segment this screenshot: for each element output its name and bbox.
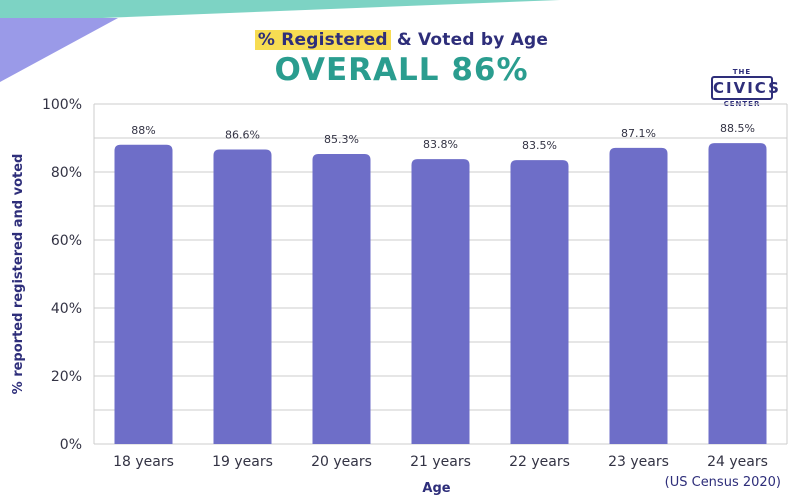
title-rest: & Voted by Age [390, 30, 549, 50]
data-label: 88% [131, 124, 155, 137]
bar-22-years [510, 160, 569, 444]
bar-23-years [609, 147, 668, 445]
data-label: 88.5% [720, 122, 755, 135]
y-tick-label: 100% [42, 97, 82, 113]
x-tick-label: 21 years [410, 454, 471, 470]
bar-24-years [708, 143, 767, 444]
labels-group: 0% 20% 40% 60% 80% 100% 88% 18 years 86.6% 19 yea… [42, 97, 768, 470]
logo-main-text: CIVICS [711, 76, 779, 100]
x-tick-label: 18 years [113, 454, 174, 470]
y-tick-label: 20% [51, 369, 82, 385]
data-label: 85.3% [324, 133, 359, 146]
data-label: 83.5% [522, 139, 557, 152]
y-tick-label: 60% [51, 233, 82, 249]
y-tick-label: 80% [51, 165, 82, 181]
source-note: (US Census 2020) [664, 475, 781, 490]
purple-triangle-shape [0, 18, 118, 82]
chart-title: % Registered & Voted by Age [0, 30, 803, 50]
x-tick-label: 24 years [707, 454, 768, 470]
x-tick-label: 19 years [212, 454, 273, 470]
y-tick-label: 40% [51, 301, 82, 317]
title-highlight: % Registered [254, 30, 391, 50]
chart-subtitle: OVERALL 86% [274, 52, 529, 88]
x-axis-title: Age [422, 481, 450, 496]
teal-stripe-shape [0, 0, 560, 22]
logo-top-text: THE [732, 68, 752, 76]
data-label: 86.6% [225, 129, 260, 142]
y-axis-title: % reported registered and voted [11, 154, 26, 395]
data-label: 83.8% [423, 138, 458, 151]
x-tick-label: 23 years [608, 454, 669, 470]
data-label: 87.1% [621, 127, 656, 140]
x-tick-label: 20 years [311, 454, 372, 470]
bar-19-years [213, 149, 272, 444]
bar-18-years [114, 144, 173, 445]
bars-group [114, 143, 767, 445]
y-tick-label: 0% [60, 437, 82, 453]
bar-21-years [411, 159, 470, 444]
x-tick-label: 22 years [509, 454, 570, 470]
decorative-corner-shapes [0, 0, 560, 82]
bar-20-years [312, 153, 371, 445]
